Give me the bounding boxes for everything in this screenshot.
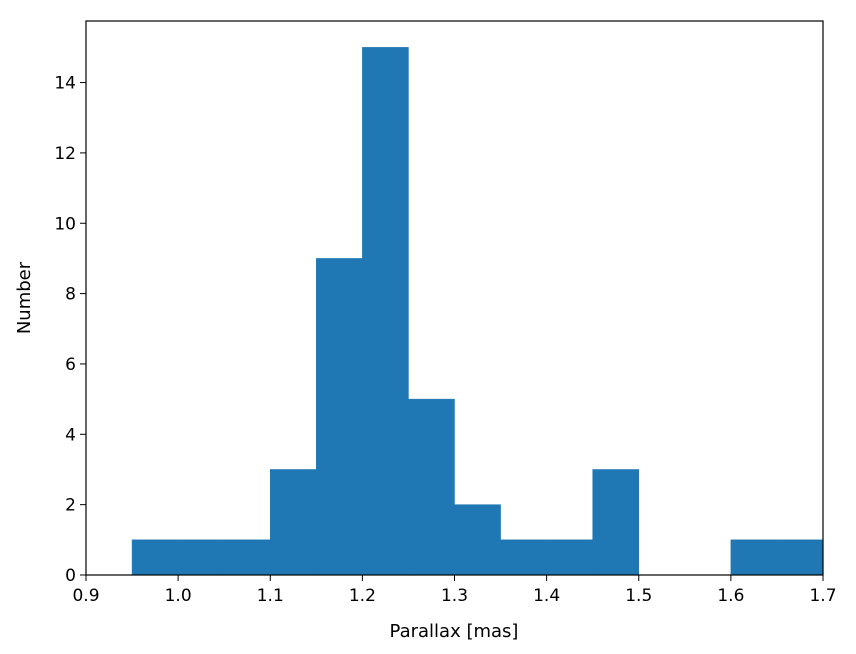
x-tick-label: 0.9 [72, 586, 99, 606]
x-tick-label: 1.3 [441, 586, 468, 606]
histogram-bar [592, 469, 639, 576]
histogram-bar [500, 539, 547, 576]
bars-group [131, 47, 824, 576]
histogram-bar [131, 539, 179, 576]
y-tick-label: 10 [54, 214, 76, 234]
y-tick-label: 8 [65, 285, 76, 305]
x-axis-ticks: 0.9 1.0 1.1 1.2 1.3 1.4 1.5 1.6 1.7 [72, 575, 837, 606]
y-axis-ticks: 0 2 4 6 8 10 12 14 [54, 74, 86, 586]
y-tick-label: 14 [54, 74, 76, 94]
histogram-bar [454, 504, 501, 576]
histogram-bar [316, 258, 363, 576]
x-tick-label: 1.4 [533, 586, 560, 606]
x-tick-label: 1.0 [165, 586, 192, 606]
histogram-bar [177, 539, 225, 576]
histogram-bar [730, 539, 778, 576]
y-tick-label: 12 [54, 144, 76, 164]
histogram-bar [362, 47, 409, 576]
histogram-bar [270, 469, 317, 576]
x-axis-label: Parallax [mas] [390, 621, 519, 642]
x-tick-label: 1.5 [625, 586, 652, 606]
y-tick-label: 0 [65, 566, 76, 586]
y-tick-label: 2 [65, 496, 76, 516]
x-tick-label: 1.1 [257, 586, 284, 606]
x-tick-label: 1.6 [717, 586, 744, 606]
x-tick-label: 1.7 [809, 586, 836, 606]
histogram-bar [776, 539, 824, 576]
y-axis-label: Number [14, 261, 35, 334]
x-tick-label: 1.2 [349, 586, 376, 606]
y-tick-label: 6 [65, 355, 76, 375]
histogram-bar [408, 398, 455, 576]
y-tick-label: 4 [65, 425, 76, 445]
histogram-bar [223, 539, 271, 576]
histogram-bar [546, 539, 593, 576]
